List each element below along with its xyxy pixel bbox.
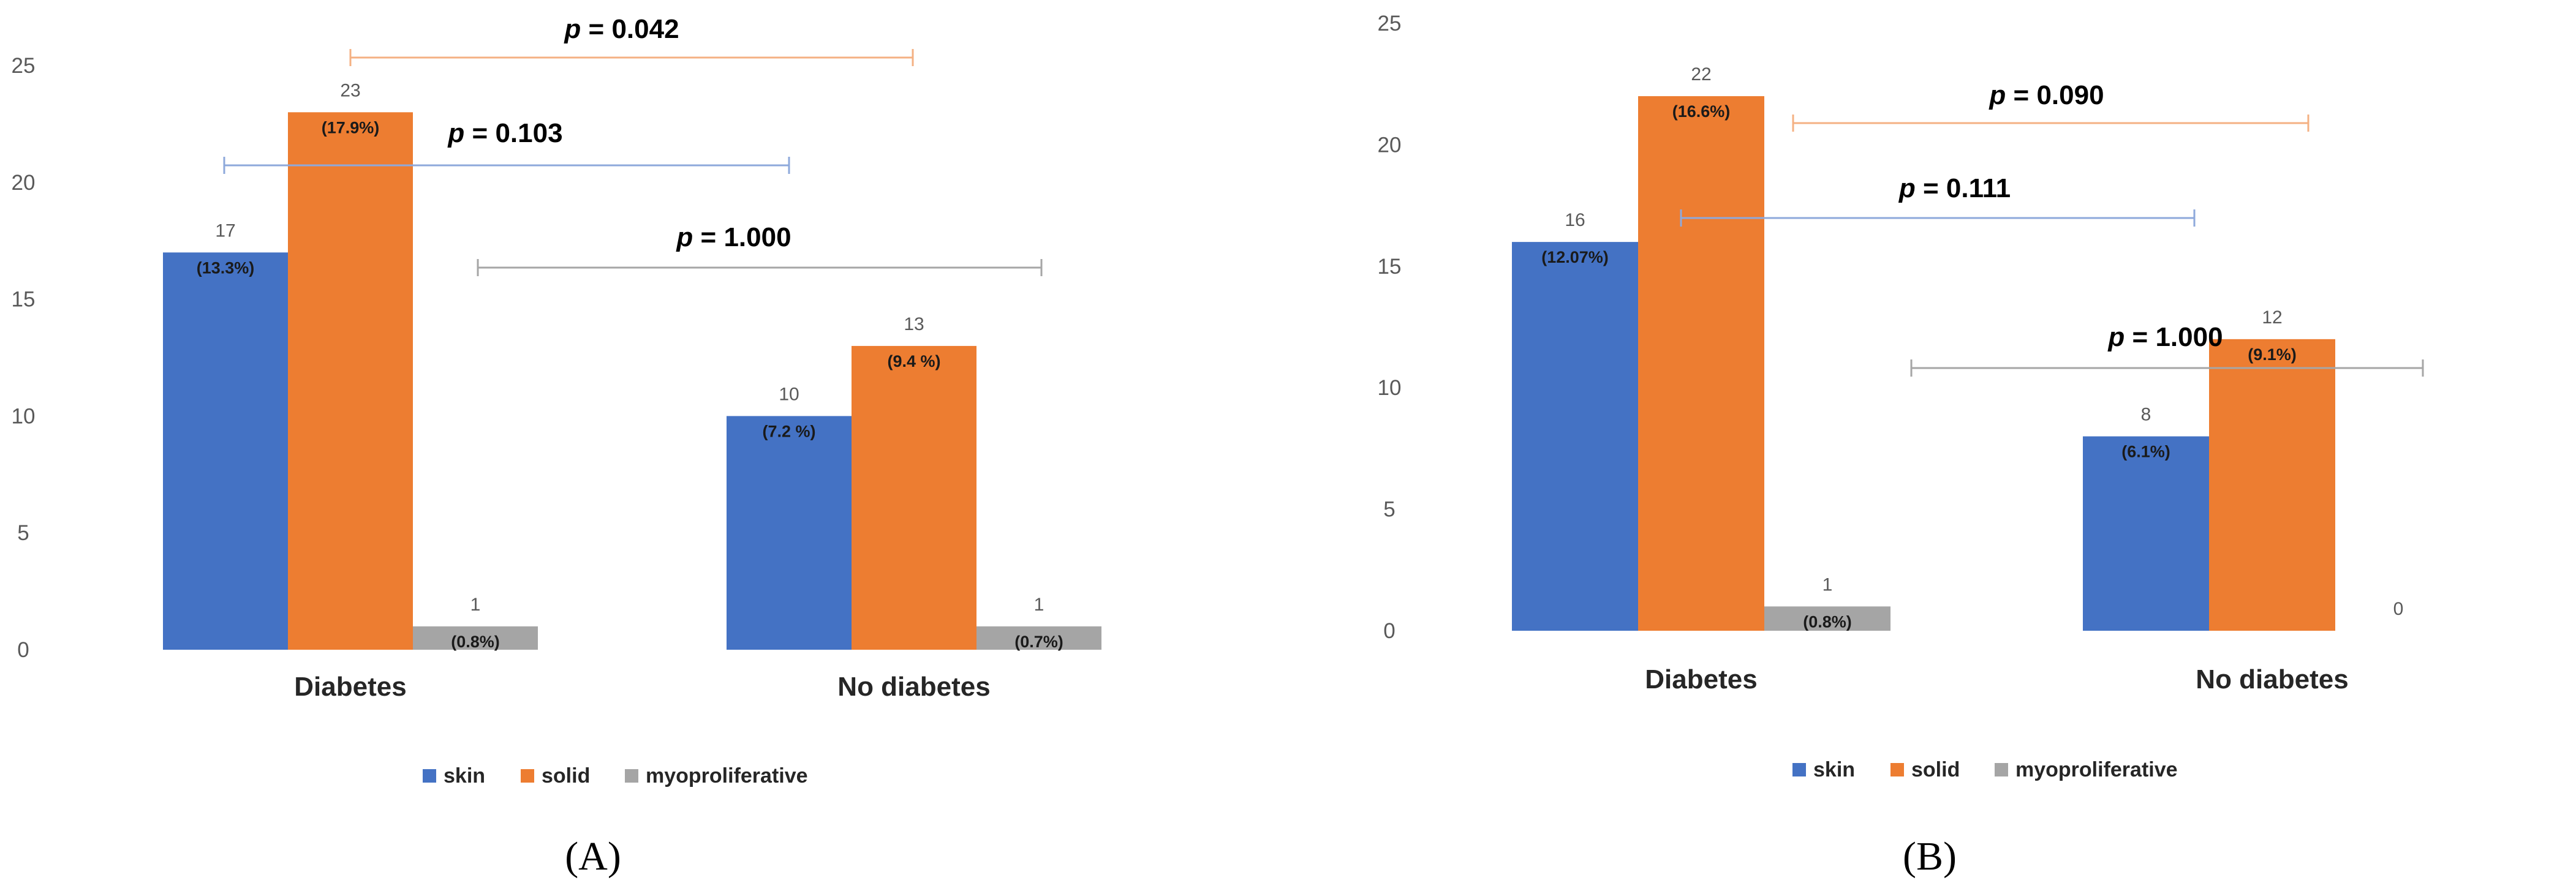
y-tick-label: 20 [12, 171, 36, 195]
value-label-skin-no-diabetes: 10 [779, 384, 799, 404]
legend-swatch-myoproliferative [1995, 763, 2008, 776]
p-value: = 1.000 [2125, 322, 2223, 352]
value-label-myoproliferative-no-diabetes: 1 [1034, 595, 1044, 615]
y-tick-label: 10 [12, 404, 36, 428]
legend: skin solid myoproliferative [423, 764, 808, 788]
p-symbol: p [1989, 80, 2006, 110]
bar-solid-diabetes [1638, 96, 1764, 631]
p-symbol: p [1898, 173, 1916, 203]
legend: skin solid myoproliferative [1792, 758, 2178, 781]
legend-swatch-skin [1792, 763, 1806, 776]
percent-label-skin-diabetes: (12.07%) [1541, 248, 1609, 266]
percent-label-myoproliferative-no-diabetes: (0.7%) [1014, 633, 1063, 651]
y-tick-label: 0 [1383, 619, 1395, 643]
percent-label-solid-no-diabetes: (9.4 %) [887, 352, 940, 370]
p-value-label: p = 1.000 [676, 222, 791, 252]
chart-panel-b: 0 5 10 15 20 25 16 (12.07%) 22 (16.6%) 1 (0.8%) Diab… [1378, 12, 2424, 879]
p-value: = 1.000 [693, 222, 791, 252]
category-label: Diabetes [294, 672, 406, 702]
percent-label-solid-diabetes: (16.6%) [1672, 102, 1731, 121]
y-tick-label: 5 [17, 521, 29, 545]
percent-label-solid-no-diabetes: (9.1%) [2248, 345, 2297, 364]
p-value-label: p = 0.103 [447, 118, 562, 148]
bar-solid-no-diabetes [2209, 339, 2335, 631]
percent-label-solid-diabetes: (17.9%) [322, 118, 380, 137]
bar-solid-diabetes [288, 112, 413, 650]
p-symbol: p [564, 14, 581, 44]
p-value: = 0.090 [2006, 80, 2104, 110]
bar-skin-diabetes [163, 252, 288, 650]
p-value: = 0.111 [1916, 173, 2011, 203]
category-label: Diabetes [1645, 664, 1757, 694]
bar-myoproliferative-no-diabetes [976, 626, 1101, 650]
p-value-bracket-myoproliferative: p = 1.000 [1910, 322, 2424, 377]
y-tick-label: 0 [17, 638, 29, 662]
category-label: No diabetes [837, 672, 990, 702]
value-label-skin-no-diabetes: 8 [2141, 405, 2151, 425]
p-value-bracket-solid: p = 0.090 [1792, 80, 2310, 132]
legend-swatch-solid [1890, 763, 1904, 776]
value-label-myoproliferative-no-diabetes: 0 [2393, 599, 2404, 619]
p-value-bracket-skin: p = 0.103 [223, 118, 790, 174]
panel-label: (A) [565, 834, 621, 879]
p-value: = 0.042 [581, 14, 679, 44]
percent-label-myoproliferative-diabetes: (0.8%) [451, 633, 500, 651]
legend-swatch-skin [423, 769, 436, 783]
legend-label-myoproliferative: myoproliferative [2015, 758, 2178, 781]
chart-panel-a: 0 5 10 15 20 25 17 (13.3%) 23 (17.9%) 1 (0.8%) Diabe… [12, 14, 1101, 879]
y-tick-label: 15 [12, 288, 36, 312]
y-tick-label: 25 [1378, 12, 1402, 36]
value-label-myoproliferative-diabetes: 1 [1822, 574, 1833, 595]
p-value-bracket-solid: p = 0.042 [349, 14, 914, 66]
bar-skin-no-diabetes [727, 416, 852, 650]
bar-myoproliferative-diabetes [1764, 606, 1890, 631]
value-label-solid-no-diabetes: 13 [904, 314, 924, 334]
p-symbol: p [2107, 322, 2125, 352]
bar-skin-diabetes [1512, 242, 1638, 631]
value-label-solid-diabetes: 22 [1691, 64, 1711, 85]
legend-swatch-solid [521, 769, 534, 783]
bar-myoproliferative-diabetes [413, 626, 538, 650]
legend-swatch-myoproliferative [625, 769, 638, 783]
percent-label-skin-no-diabetes: (6.1%) [2121, 443, 2170, 461]
p-value-bracket-skin: p = 0.111 [1680, 173, 2196, 227]
percent-label-skin-diabetes: (13.3%) [197, 258, 255, 277]
bar-solid-no-diabetes [852, 345, 976, 650]
p-value: = 0.103 [464, 118, 562, 148]
percent-label-myoproliferative-diabetes: (0.8%) [1803, 612, 1852, 631]
category-label: No diabetes [2196, 664, 2348, 694]
legend-label-solid: solid [1911, 758, 1960, 781]
y-tick-label: 20 [1378, 133, 1402, 157]
value-label-myoproliferative-diabetes: 1 [470, 595, 481, 615]
y-tick-label: 25 [12, 54, 36, 78]
y-tick-label: 10 [1378, 376, 1402, 400]
p-value-label: p = 1.000 [2107, 322, 2223, 352]
p-value-label: p = 0.111 [1898, 173, 2011, 203]
p-value-bracket-myoproliferative: p = 1.000 [477, 222, 1043, 276]
legend-label-skin: skin [1813, 758, 1855, 781]
legend-label-solid: solid [542, 764, 590, 788]
p-symbol: p [447, 118, 464, 148]
value-label-solid-no-diabetes: 12 [2262, 307, 2282, 328]
value-label-skin-diabetes: 16 [1565, 210, 1585, 230]
p-value-label: p = 0.090 [1989, 80, 2104, 110]
legend-label-skin: skin [444, 764, 485, 788]
bar-skin-no-diabetes [2083, 436, 2209, 631]
p-value-label: p = 0.042 [564, 14, 679, 44]
value-label-solid-diabetes: 23 [340, 80, 360, 100]
y-tick-label: 15 [1378, 255, 1402, 279]
y-tick-label: 5 [1383, 498, 1395, 522]
percent-label-skin-no-diabetes: (7.2 %) [762, 422, 815, 440]
legend-label-myoproliferative: myoproliferative [646, 764, 808, 788]
p-symbol: p [676, 222, 693, 252]
panel-label: (B) [1903, 834, 1957, 879]
value-label-skin-diabetes: 17 [215, 220, 235, 241]
